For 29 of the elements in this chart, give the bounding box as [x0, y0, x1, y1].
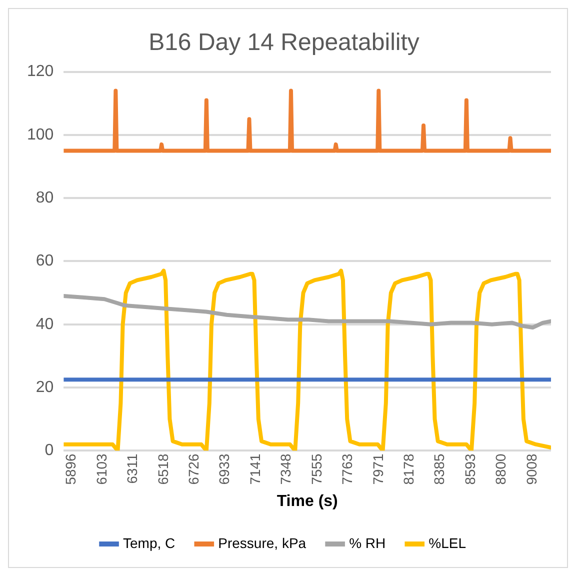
x-tick-label: 6103 [93, 453, 110, 485]
y-tick-label: 100 [26, 126, 54, 144]
x-tick-label: 8800 [492, 453, 509, 485]
y-tick-label: 80 [36, 189, 54, 206]
x-tick-label: 5896 [62, 453, 79, 485]
x-tick-label: 7141 [247, 453, 264, 485]
legend-label: % RH [349, 534, 386, 551]
legend-label: Temp, C [123, 534, 176, 551]
y-tick-label: 0 [44, 442, 54, 460]
x-tick-label: 7348 [278, 453, 294, 485]
x-tick-label: 6933 [216, 453, 232, 485]
x-tick-label: 6726 [186, 453, 202, 485]
y-tick-label: 60 [36, 252, 54, 270]
x-axis-title: Time (s) [276, 492, 338, 510]
chart-title: B16 Day 14 Repeatability [148, 29, 420, 56]
x-tick-label: 8593 [462, 453, 478, 485]
x-tick-label: 8385 [431, 453, 448, 485]
x-tick-label: 7971 [370, 453, 386, 485]
x-tick-label: 6311 [124, 453, 140, 484]
x-tick-label: 7763 [339, 453, 356, 485]
x-tick-label: 9008 [524, 453, 540, 485]
y-tick-label: 40 [36, 316, 54, 333]
x-tick-label: 7555 [308, 453, 324, 485]
x-tick-label: 8178 [400, 453, 417, 485]
x-tick-label: 6518 [154, 453, 171, 485]
legend-label: %LEL [428, 534, 466, 551]
y-tick-label: 20 [36, 378, 54, 396]
legend-label: Pressure, kPa [218, 534, 306, 551]
y-tick-label: 120 [26, 63, 54, 80]
